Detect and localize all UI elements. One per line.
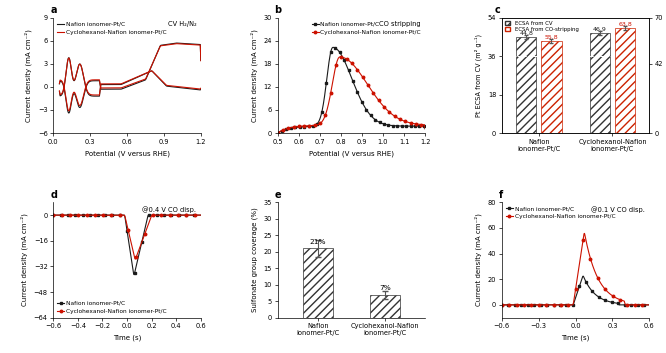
Legend: Nafion ionomer-Pt/C, Cyclohexanol-Nafion ionomer-Pt/C: Nafion ionomer-Pt/C, Cyclohexanol-Nafion… xyxy=(56,299,168,315)
Legend: Nafion ionomer-Pt/C, Cyclohexanol-Nafion ionomer-Pt/C: Nafion ionomer-Pt/C, Cyclohexanol-Nafion… xyxy=(310,20,422,36)
Text: f: f xyxy=(499,190,503,200)
Bar xyxy=(541,41,561,133)
Bar xyxy=(615,28,635,133)
Bar xyxy=(302,249,333,318)
Text: b: b xyxy=(274,5,282,15)
X-axis label: Potential (V versus RHE): Potential (V versus RHE) xyxy=(309,150,394,157)
Text: 44.8: 44.8 xyxy=(519,31,533,36)
Bar xyxy=(370,295,400,318)
Text: d: d xyxy=(51,190,57,200)
Y-axis label: Sulfonate group coverage (%): Sulfonate group coverage (%) xyxy=(252,208,258,312)
Text: CO stripping: CO stripping xyxy=(379,21,421,27)
Legend: Nafion ionomer-Pt/C, Cyclohexanol-Nafion ionomer-Pt/C: Nafion ionomer-Pt/C, Cyclohexanol-Nafion… xyxy=(56,20,168,36)
Y-axis label: Current density (mA cm⁻²): Current density (mA cm⁻²) xyxy=(475,214,482,306)
Y-axis label: Pt ECSA from CV (m² g⁻¹): Pt ECSA from CV (m² g⁻¹) xyxy=(475,34,482,117)
Text: @0.4 V CO disp.: @0.4 V CO disp. xyxy=(143,206,196,213)
X-axis label: Potential (V versus RHE): Potential (V versus RHE) xyxy=(85,150,170,157)
Text: 63.8: 63.8 xyxy=(618,22,632,27)
Bar xyxy=(589,33,610,133)
X-axis label: Time (s): Time (s) xyxy=(113,335,141,341)
X-axis label: Time (s): Time (s) xyxy=(561,335,590,341)
Text: 55.8: 55.8 xyxy=(544,35,558,40)
Legend: ECSA from CV, ECSA from CO-stripping: ECSA from CV, ECSA from CO-stripping xyxy=(505,20,579,32)
Text: c: c xyxy=(494,5,500,15)
Text: e: e xyxy=(274,190,281,200)
Text: 7%: 7% xyxy=(379,285,391,291)
Y-axis label: Current density (mA cm⁻²): Current density (mA cm⁻²) xyxy=(25,29,33,122)
Text: 46.9: 46.9 xyxy=(593,26,607,31)
Text: CV H₂/N₂: CV H₂/N₂ xyxy=(168,21,196,27)
Text: @0.1 V CO disp.: @0.1 V CO disp. xyxy=(591,206,645,213)
Y-axis label: Current density (mA cm⁻²): Current density (mA cm⁻²) xyxy=(250,29,258,122)
Text: 21%: 21% xyxy=(310,239,326,245)
Y-axis label: Current density (mA cm⁻²): Current density (mA cm⁻²) xyxy=(21,214,28,306)
Bar xyxy=(516,37,537,133)
Legend: Nafion ionomer-Pt/C, Cyclohexanol-Nafion ionomer-Pt/C: Nafion ionomer-Pt/C, Cyclohexanol-Nafion… xyxy=(505,205,617,221)
Text: a: a xyxy=(51,5,57,15)
